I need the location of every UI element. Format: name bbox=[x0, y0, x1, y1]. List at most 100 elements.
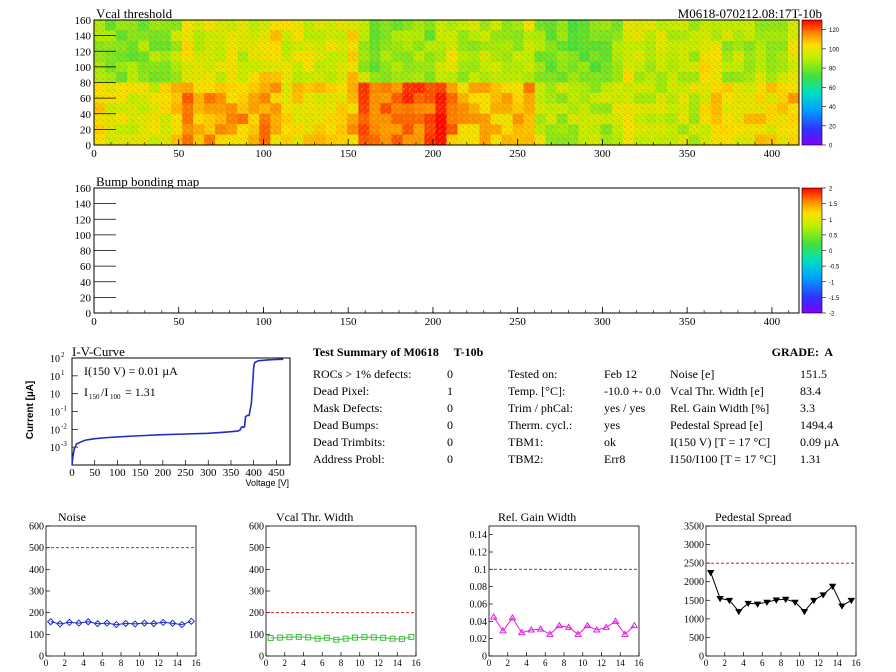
roc-point bbox=[112, 620, 121, 629]
bump-scale-label: -1 bbox=[829, 280, 835, 286]
roc-y-tick-label: 500 bbox=[249, 543, 264, 554]
roc-chart-title: Vcal Thr. Width bbox=[276, 510, 353, 524]
roc-y-tick-label: 0.12 bbox=[470, 548, 488, 559]
bump-scale-label: 1 bbox=[829, 218, 833, 224]
roc-point bbox=[546, 630, 554, 637]
heatmap-x-tick-label: 0 bbox=[91, 148, 97, 160]
roc-x-tick-label: 12 bbox=[154, 658, 163, 668]
roc-point bbox=[536, 625, 545, 632]
iv-y-tick-label: 10 bbox=[50, 425, 60, 436]
heatmap-x-tick-label: 100 bbox=[255, 316, 272, 328]
roc-point bbox=[361, 634, 368, 641]
roc-point bbox=[65, 618, 74, 627]
heatmap-y-tick-label: 80 bbox=[80, 78, 92, 90]
svg-text:150: 150 bbox=[89, 393, 100, 401]
roc-x-tick-label: 10 bbox=[795, 658, 805, 668]
roc-x-tick-label: 0 bbox=[44, 658, 49, 668]
roc-point bbox=[819, 592, 827, 599]
roc-x-tick-label: 16 bbox=[852, 658, 862, 668]
roc-y-tick-label: 0.08 bbox=[470, 582, 488, 593]
vcal-color-scale bbox=[801, 19, 823, 146]
summary-middle-value: ok bbox=[604, 435, 616, 449]
roc-x-tick-label: 14 bbox=[833, 658, 843, 668]
iv-x-tick-label: 50 bbox=[89, 467, 101, 479]
heatmap-x-tick-label: 50 bbox=[173, 148, 185, 160]
roc-series-line bbox=[493, 616, 635, 636]
heatmap-x-tick-label: 200 bbox=[425, 148, 442, 160]
roc-point bbox=[267, 635, 274, 642]
roc-x-tick-label: 4 bbox=[524, 658, 529, 668]
iv-xlabel: Voltage [V] bbox=[245, 478, 289, 488]
roc-series-line bbox=[710, 572, 852, 613]
roc-point bbox=[380, 634, 387, 641]
roc-x-tick-label: 6 bbox=[760, 658, 765, 668]
roc-point bbox=[555, 621, 564, 629]
bump-bonding-panel: Bump bonding map 0 50 100 150 200 250 300 350 40… bbox=[75, 174, 841, 328]
vcal-heatmap-axes: 0 50 100 150 200 250 300 350 400 0 20 40 60 80 100 120 1… bbox=[75, 15, 790, 160]
iv-y-tick-exp: 2 bbox=[61, 351, 65, 359]
iv-curve-title: I-V-Curve bbox=[72, 344, 125, 359]
roc-x-tick-label: 14 bbox=[173, 658, 183, 668]
summary-middle-label: TBM1: bbox=[508, 435, 543, 449]
roc-point bbox=[564, 623, 573, 630]
summary-left-value: 0 bbox=[447, 418, 453, 432]
roc-point bbox=[489, 613, 498, 620]
roc-point bbox=[314, 635, 321, 642]
roc-point bbox=[763, 599, 771, 606]
vcal-color-scale-labels: 0 20 40 60 80 100 120 bbox=[822, 28, 840, 150]
vcal-scale-label: 100 bbox=[829, 47, 840, 53]
bump-bonding-title: Bump bonding map bbox=[96, 174, 199, 189]
roc-x-tick-label: 12 bbox=[597, 658, 606, 668]
vcal-heatmap-texture bbox=[94, 20, 799, 145]
summary-middle-label: Therm. cycl.: bbox=[508, 418, 572, 432]
roc-y-tick-label: 500 bbox=[689, 633, 704, 644]
iv-y-tick-label: 10 bbox=[50, 390, 60, 401]
roc-x-tick-label: 10 bbox=[355, 658, 365, 668]
roc-point bbox=[370, 634, 377, 641]
roc-point bbox=[583, 621, 592, 629]
roc-chart-title: Pedestal Spread bbox=[715, 510, 791, 524]
iv-i150-label: I(150 V) = 0.01 µA bbox=[84, 364, 178, 378]
summary-middle-label: Trim / phCal: bbox=[508, 401, 573, 415]
roc-point bbox=[46, 618, 55, 626]
heatmap-x-tick-label: 350 bbox=[679, 148, 696, 160]
summary-left-label: Dead Pixel: bbox=[313, 384, 369, 398]
heatmap-y-tick-label: 100 bbox=[75, 230, 92, 242]
summary-right-label: I150/I100 [T = 17 °C] bbox=[670, 452, 776, 466]
roc-y-tick-label: 200 bbox=[249, 608, 264, 619]
roc-chart-pedestal-spread: Pedestal Spread 0 2 4 6 8 10 12 14 16 0 500 1000 1500… bbox=[684, 510, 861, 668]
vcal-scale-label: 20 bbox=[829, 124, 836, 130]
bump-scale-label: 0 bbox=[829, 249, 833, 255]
vcal-scale-label: 40 bbox=[829, 105, 836, 111]
roc-y-tick-label: 0.04 bbox=[470, 617, 488, 628]
roc-point bbox=[131, 620, 139, 628]
bump-scale-label: 0.5 bbox=[829, 233, 838, 239]
summary-middle-label: TBM2: bbox=[508, 452, 543, 466]
summary-left-label: Address Probl: bbox=[313, 452, 385, 466]
summary-left-label: Mask Defects: bbox=[313, 401, 383, 415]
iv-y-tick-label: 10 bbox=[50, 354, 60, 365]
heatmap-y-tick-label: 120 bbox=[75, 46, 92, 58]
roc-point bbox=[621, 630, 629, 637]
heatmap-y-tick-label: 140 bbox=[75, 31, 92, 43]
roc-point bbox=[56, 620, 64, 628]
roc-point bbox=[389, 635, 396, 642]
roc-point bbox=[187, 617, 196, 626]
roc-y-tick-label: 3000 bbox=[684, 540, 704, 551]
roc-point bbox=[159, 618, 167, 627]
iv-y-tick-exp: -1 bbox=[61, 405, 67, 413]
summary-left-label: Dead Bumps: bbox=[313, 418, 379, 432]
roc-point bbox=[847, 597, 856, 605]
roc-x-tick-label: 12 bbox=[374, 658, 383, 668]
roc-point bbox=[398, 636, 405, 643]
roc-chart-frame bbox=[488, 525, 640, 657]
roc-x-tick-label: 4 bbox=[301, 658, 306, 668]
bump-scale-label: 1.5 bbox=[829, 202, 838, 208]
roc-x-tick-label: 12 bbox=[814, 658, 823, 668]
roc-point bbox=[517, 628, 526, 636]
roc-point bbox=[333, 636, 340, 643]
roc-point bbox=[323, 634, 330, 641]
roc-point bbox=[277, 634, 284, 641]
summary-left-label: Dead Trimbits: bbox=[313, 435, 385, 449]
summary-middle-value: yes / yes bbox=[604, 401, 646, 415]
